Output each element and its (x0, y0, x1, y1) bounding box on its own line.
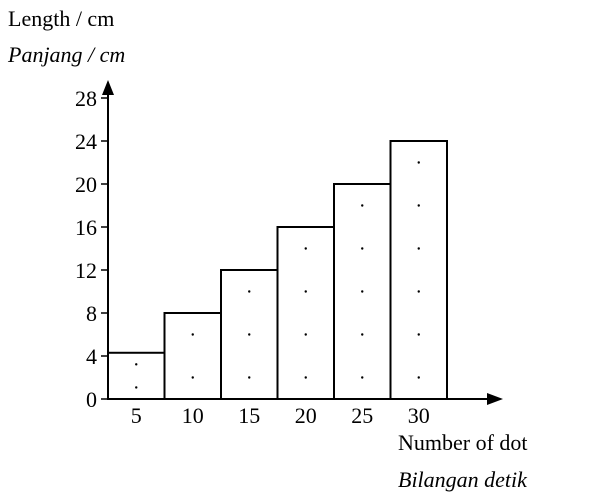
y-tick-label-24: 24 (75, 129, 97, 154)
tape-dot (304, 290, 307, 293)
tape-dot (248, 376, 251, 379)
bars-layer (107, 140, 448, 400)
tape-dot (135, 363, 138, 366)
tape-dot (361, 376, 364, 379)
tape-dot (417, 247, 420, 250)
tape-dot (417, 204, 420, 207)
x-tick-label-5: 5 (131, 403, 142, 428)
tape-dot (191, 376, 194, 379)
bar-10 (163, 312, 222, 400)
y-tick-label-20: 20 (75, 172, 97, 197)
x-axis-title: Number of dot (398, 430, 528, 455)
bar-30 (389, 140, 448, 400)
tape-dot (361, 204, 364, 207)
x-tick-labels-layer: 5 10 15 20 25 30 (131, 403, 430, 428)
tape-dot (248, 333, 251, 336)
y-axis-arrow (102, 80, 114, 95)
tape-dot (417, 161, 420, 164)
tape-dot (304, 333, 307, 336)
tape-dot (417, 290, 420, 293)
tape-dot (361, 290, 364, 293)
x-tick-label-30: 30 (408, 403, 430, 428)
tape-dot (191, 333, 194, 336)
bar-5 (107, 351, 166, 400)
y-axis-title: Length / cm (8, 6, 114, 31)
y-tick-label-12: 12 (75, 258, 97, 283)
y-tick-label-4: 4 (86, 344, 97, 369)
tape-dot (248, 290, 251, 293)
y-tick-label-28: 28 (75, 86, 97, 111)
tape-dot (417, 376, 420, 379)
x-tick-label-25: 25 (351, 403, 373, 428)
x-tick-label-15: 15 (238, 403, 260, 428)
y-tick-label-0: 0 (86, 387, 97, 412)
tape-dot (304, 247, 307, 250)
y-tick-label-16: 16 (75, 215, 97, 240)
tape-dot (361, 247, 364, 250)
y-axis-title-alt: Panjang / cm (7, 42, 125, 67)
bar-20 (276, 226, 335, 400)
x-tick-label-10: 10 (182, 403, 204, 428)
x-tick-label-20: 20 (295, 403, 317, 428)
tape-dot (135, 386, 138, 389)
tape-dot (417, 333, 420, 336)
x-axis-title-alt: Bilangan detik (398, 467, 528, 492)
tape-dots-layer (135, 161, 420, 389)
x-axis-arrow (487, 393, 503, 405)
tape-dot (304, 376, 307, 379)
tape-dot (361, 333, 364, 336)
y-tick-label-8: 8 (86, 301, 97, 326)
y-ticks-layer: 0 4 8 12 16 20 24 28 (75, 86, 108, 412)
